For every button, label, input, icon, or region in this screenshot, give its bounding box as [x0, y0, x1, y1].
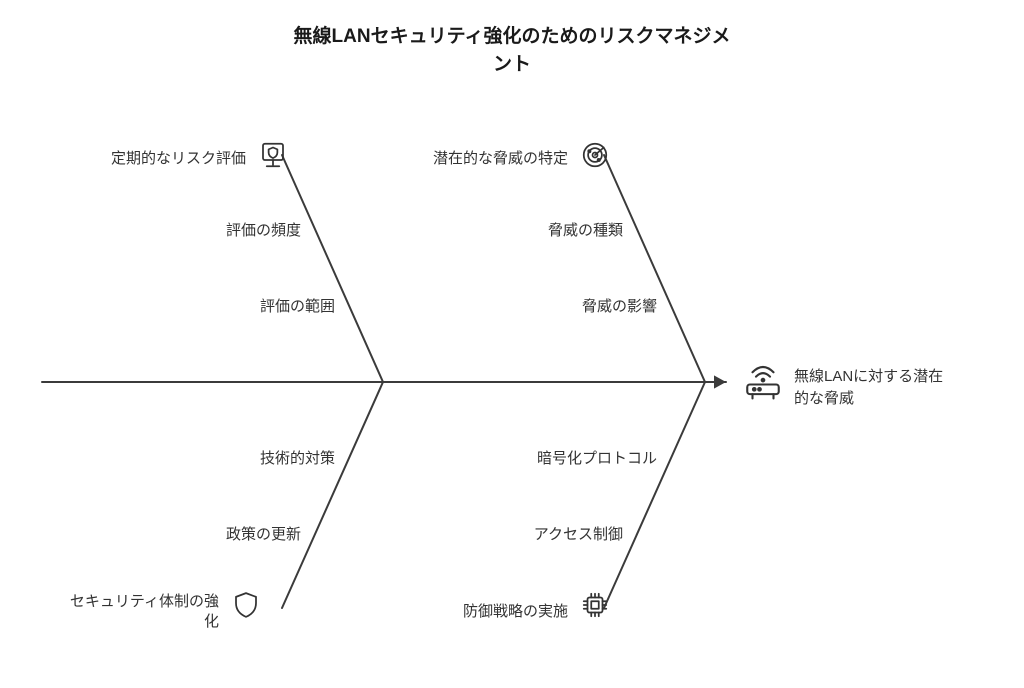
sub-top-right-1: 脅威の影響: [582, 295, 657, 316]
sub-bottom-left-0: 技術的対策: [260, 447, 335, 468]
sub-top-right-0: 脅威の種類: [548, 219, 623, 240]
category-top-left: 定期的なリスク評価: [111, 147, 246, 168]
head-label-line-2: 的な脅威: [794, 390, 854, 407]
head-label-line-1: 無線LANに対する潜在: [794, 368, 943, 385]
category-bottom-right: 防御戦略の実施: [463, 600, 568, 621]
category-top-right: 潜在的な脅威の特定: [433, 147, 568, 168]
sub-bottom-right-1: アクセス制御: [534, 523, 623, 544]
radar-icon: [580, 140, 610, 170]
chip-icon: [580, 590, 610, 620]
category-bottom-left: セキュリティ体制の強化: [49, 592, 219, 633]
sub-top-left-0: 評価の頻度: [226, 219, 301, 240]
sub-bottom-left-1: 政策の更新: [226, 523, 301, 544]
sub-top-left-1: 評価の範囲: [260, 295, 335, 316]
shield-icon: [231, 590, 261, 620]
head-label: 無線LANに対する潜在 的な脅威: [794, 366, 974, 410]
sub-bottom-right-0: 暗号化プロトコル: [537, 447, 657, 468]
monitor-shield-icon: [258, 140, 288, 170]
fishbone-canvas: [0, 0, 1024, 688]
router-icon: [742, 360, 784, 402]
